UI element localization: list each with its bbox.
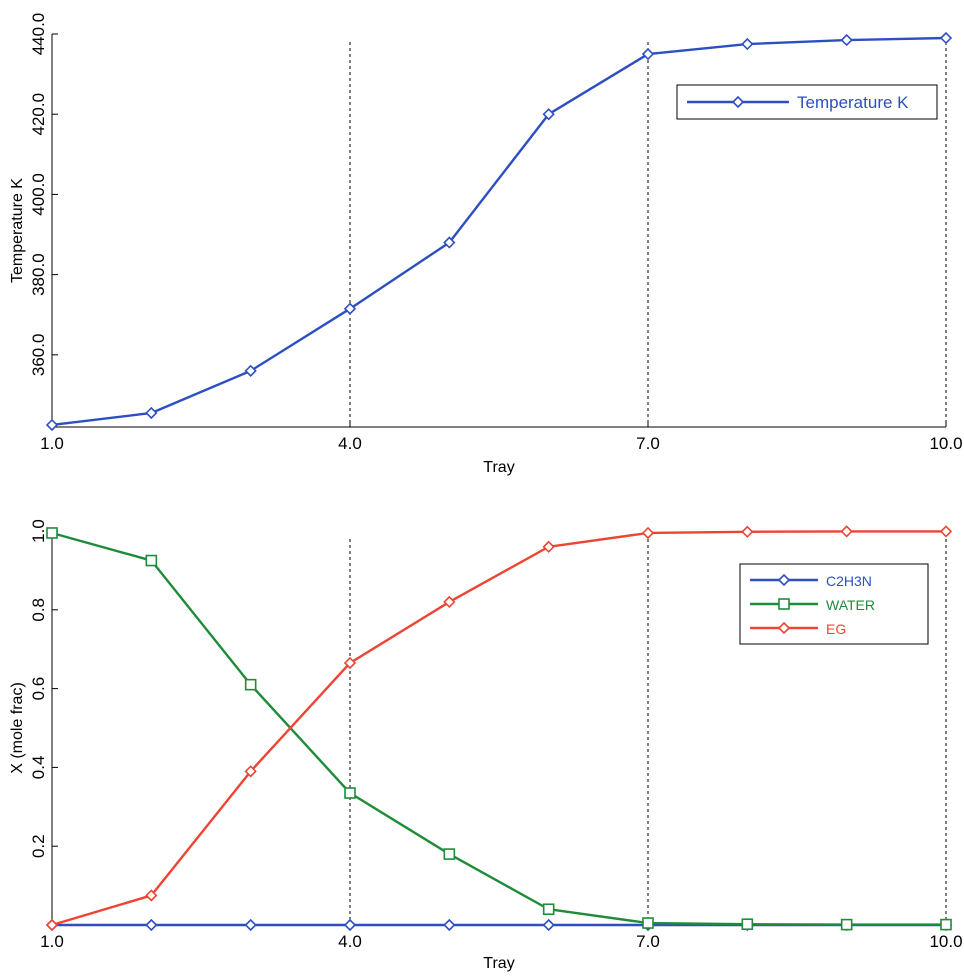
y-tick-label: 1.0 [29, 519, 48, 543]
data-point-water [840, 918, 853, 931]
legend-label-eg: EG [826, 621, 846, 637]
data-point-temperature-k [45, 418, 59, 432]
data-point-water [46, 527, 58, 539]
data-point-eg [145, 889, 158, 902]
x-axis-title: Tray [483, 459, 514, 476]
data-point-temperature-k [244, 364, 257, 377]
data-point-temperature-k [939, 31, 953, 45]
y-tick-label: 420.0 [29, 93, 48, 136]
data-point-temperature-k [741, 37, 754, 51]
legend-label-water: WATER [826, 597, 875, 613]
data-point-eg [840, 525, 853, 538]
data-point-c2h3n [443, 918, 456, 932]
y-tick-label: 380.0 [29, 253, 48, 296]
x-tick-label: 1.0 [40, 932, 64, 951]
legend-marker-temperature-k [731, 95, 745, 109]
y-tick-label: 440.0 [29, 13, 48, 56]
data-point-temperature-k [145, 406, 158, 420]
data-point-eg [641, 526, 655, 540]
legend-marker-c2h3n [777, 573, 791, 587]
y-tick-label: 400.0 [29, 173, 48, 216]
legend-label-temperature-k: Temperature K [797, 93, 909, 112]
data-point-water [940, 918, 952, 931]
data-point-c2h3n [145, 918, 158, 932]
y-tick-label: 0.8 [29, 598, 48, 622]
data-point-water [443, 848, 456, 860]
data-point-eg [443, 595, 456, 609]
y-axis-title: X (mole frac) [9, 682, 26, 774]
data-point-eg [939, 525, 953, 538]
data-point-temperature-k [641, 47, 655, 61]
y-tick-label: 0.2 [29, 834, 48, 858]
data-point-c2h3n [542, 918, 555, 932]
data-point-eg [741, 525, 754, 538]
legend-marker-eg [777, 621, 791, 635]
temperature-chart: 1.0 4.0 7.0 10.0 360.0 380.0 400.0 420.0 440.0 Tr… [9, 13, 963, 476]
series-line-water [51, 531, 946, 926]
legend-marker-water [778, 598, 790, 610]
x-tick-label: 4.0 [338, 932, 362, 951]
x-tick-label: 7.0 [636, 932, 660, 951]
data-point-c2h3n [244, 918, 257, 932]
data-point-eg [542, 540, 555, 553]
x-tick-label: 10.0 [929, 932, 962, 951]
legend-box [676, 84, 938, 120]
data-point-water [542, 903, 555, 916]
data-point-temperature-k [840, 33, 853, 47]
x-tick-label: 1.0 [40, 434, 64, 453]
x-tick-label: 10.0 [929, 434, 962, 453]
data-point-eg [343, 656, 357, 670]
data-point-temperature-k [443, 236, 456, 249]
data-point-water [145, 554, 158, 567]
data-point-temperature-k [542, 108, 555, 121]
y-axis-title: Temperature K [9, 178, 26, 283]
x-tick-label: 7.0 [636, 434, 660, 453]
x-tick-label: 4.0 [338, 434, 362, 453]
data-point-water [642, 917, 654, 929]
legend-label-c2h3n: C2H3N [826, 573, 872, 589]
y-tick-label: 360.0 [29, 334, 48, 377]
data-point-eg [45, 918, 59, 932]
y-tick-label: 0.4 [29, 756, 48, 780]
data-point-water [741, 918, 754, 931]
data-point-eg [244, 765, 257, 778]
series-line-eg [51, 530, 946, 927]
data-point-c2h3n [343, 918, 357, 932]
data-point-water [344, 787, 356, 799]
series-line-temperature-k [51, 36, 947, 427]
data-point-water [244, 678, 257, 691]
mole-fraction-chart: 1.0 4.0 7.0 10.0 0.2 0.4 0.6 0.8 1.0 Tray X (mole … [9, 519, 963, 972]
data-point-temperature-k [343, 302, 357, 315]
x-axis-title: Tray [483, 955, 514, 972]
y-tick-label: 0.6 [29, 677, 48, 701]
